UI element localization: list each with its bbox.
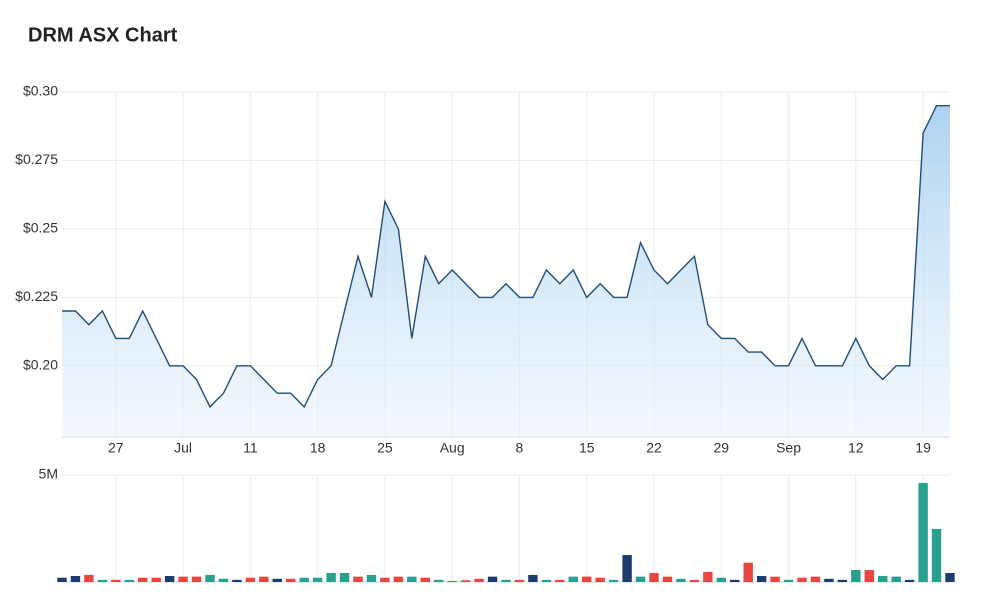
volume-bar [689, 579, 700, 582]
volume-bar [676, 578, 686, 582]
volume-bar [420, 577, 430, 582]
price-line [62, 105, 950, 409]
volume-bar [218, 578, 229, 582]
volume-bar [434, 579, 444, 582]
volume-bar [339, 573, 350, 582]
x-tick-label: 11 [243, 440, 258, 456]
y-tick-label: $0.25 [23, 220, 58, 236]
volume-bar [837, 579, 848, 582]
volume-bar [259, 576, 269, 582]
volume-bar [178, 576, 188, 582]
volume-bar [878, 576, 888, 582]
volume-bar [904, 579, 915, 582]
volume-bar [366, 574, 377, 582]
volume-bar [770, 576, 780, 582]
x-tick-label: 12 [848, 440, 864, 456]
volume-bar [595, 577, 605, 582]
volume-bar [191, 576, 202, 582]
volume-bar [205, 574, 215, 582]
volume-bar [487, 576, 498, 582]
x-tick-label: 29 [713, 440, 729, 456]
x-tick-label: Aug [440, 440, 465, 456]
chart-title: DRM ASX Chart [28, 24, 178, 46]
volume-bar [783, 579, 794, 582]
volume-bar [272, 578, 282, 582]
volume-bar [756, 576, 767, 582]
y-tick-label: $0.30 [23, 83, 58, 99]
y-tick-label: $0.225 [15, 288, 58, 304]
volume-bar [743, 562, 753, 582]
x-tick-label: 15 [579, 440, 595, 456]
x-tick-label: 25 [377, 440, 393, 456]
x-tick-label: Sep [776, 440, 801, 456]
y-tick-label: $0.20 [23, 357, 58, 373]
volume-bar [447, 580, 457, 582]
volume-bar [151, 577, 161, 582]
volume-bar [541, 579, 552, 582]
volume-bar [97, 579, 108, 582]
x-tick-label: 22 [646, 440, 662, 456]
volume-bar [945, 573, 955, 582]
volume-bar [891, 576, 901, 582]
volume-bar [164, 576, 175, 582]
volume-bar [232, 579, 242, 582]
volume-bar [797, 577, 807, 582]
x-tick-label: Jul [174, 440, 192, 456]
volume-bar [84, 574, 94, 582]
y-tick-label: $0.275 [15, 151, 58, 167]
volume-bar [124, 579, 134, 582]
volume-bar [824, 578, 834, 582]
volume-bar [851, 570, 861, 582]
x-tick-label: 8 [516, 440, 524, 456]
y-tick-label: 5M [39, 466, 58, 482]
x-tick-label: 19 [915, 440, 931, 456]
volume-bar [111, 579, 121, 582]
volume-bar [649, 573, 659, 582]
volume-bar [931, 528, 942, 582]
price-area [62, 105, 950, 437]
volume-bar [312, 577, 323, 582]
volume-bar [662, 576, 673, 582]
volume-bar [70, 576, 81, 582]
volume-bar [245, 577, 256, 582]
volume-bar [299, 577, 309, 582]
volume-bar [353, 576, 363, 582]
volume-bar [582, 576, 592, 582]
volume-bar [407, 576, 417, 582]
volume-bar [608, 579, 619, 582]
volume-bar [864, 570, 874, 582]
volume-bar [528, 574, 538, 582]
volume-bar [716, 577, 726, 582]
volume-bar [568, 576, 578, 582]
volume-bar [460, 580, 471, 582]
volume-bar [810, 576, 821, 582]
volume-bar [380, 577, 390, 582]
volume-bar [635, 576, 646, 582]
volume-bar [138, 577, 148, 582]
volume-bar [555, 579, 565, 582]
volume-bar [326, 573, 336, 582]
volume-bar [730, 579, 740, 582]
volume-bar [514, 579, 525, 582]
volume-bar [474, 578, 484, 582]
x-tick-label: 27 [108, 440, 124, 456]
volume-bar [918, 482, 928, 582]
volume-bar [703, 571, 713, 582]
x-tick-label: 18 [310, 440, 326, 456]
volume-bar [501, 579, 511, 582]
volume-bar [622, 555, 632, 582]
volume-bar [286, 578, 296, 582]
volume-bar [57, 577, 67, 582]
volume-bar [393, 576, 404, 582]
